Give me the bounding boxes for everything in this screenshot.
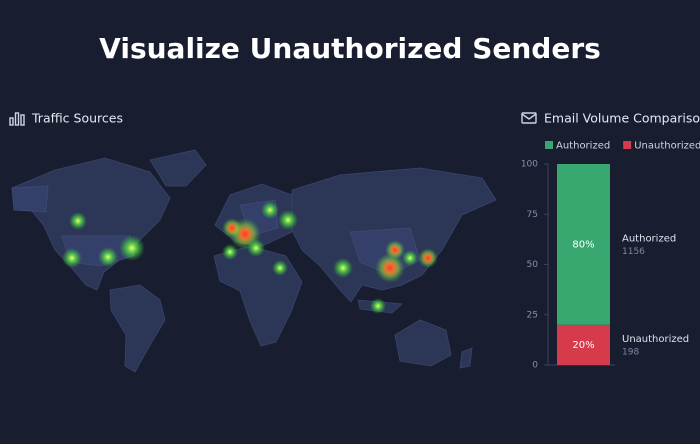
y-tick-label: 25	[527, 310, 538, 320]
segment-count: 1156	[622, 247, 645, 257]
bar-segment	[557, 164, 610, 325]
chart-panel: Email Volume Comparison	[521, 111, 700, 126]
y-tick-label: 100	[521, 160, 538, 170]
legend-label: Unauthorized	[634, 141, 700, 152]
segment-name: Authorized	[622, 233, 676, 244]
segment-name: Unauthorized	[622, 334, 689, 345]
chart-title: Email Volume Comparison	[544, 111, 700, 126]
legend-label: Authorized	[556, 141, 610, 152]
map-panel: Traffic Sources	[9, 111, 497, 373]
value-label: 80%	[572, 239, 594, 250]
legend-swatch	[545, 141, 553, 149]
value-label: 20%	[572, 340, 594, 351]
map-title: Traffic Sources	[31, 111, 123, 126]
bar-icon	[9, 112, 25, 126]
heat-spots	[62, 201, 438, 314]
y-tick-label: 50	[527, 260, 539, 270]
y-tick-label: 75	[527, 210, 538, 220]
bar-segment	[557, 324, 610, 365]
segment-count: 198	[622, 347, 639, 357]
page-title: Visualize Unauthorized Senders	[99, 32, 601, 65]
legend-swatch	[623, 141, 632, 149]
mail-icon	[521, 112, 537, 124]
y-tick-label: 0	[532, 361, 538, 371]
